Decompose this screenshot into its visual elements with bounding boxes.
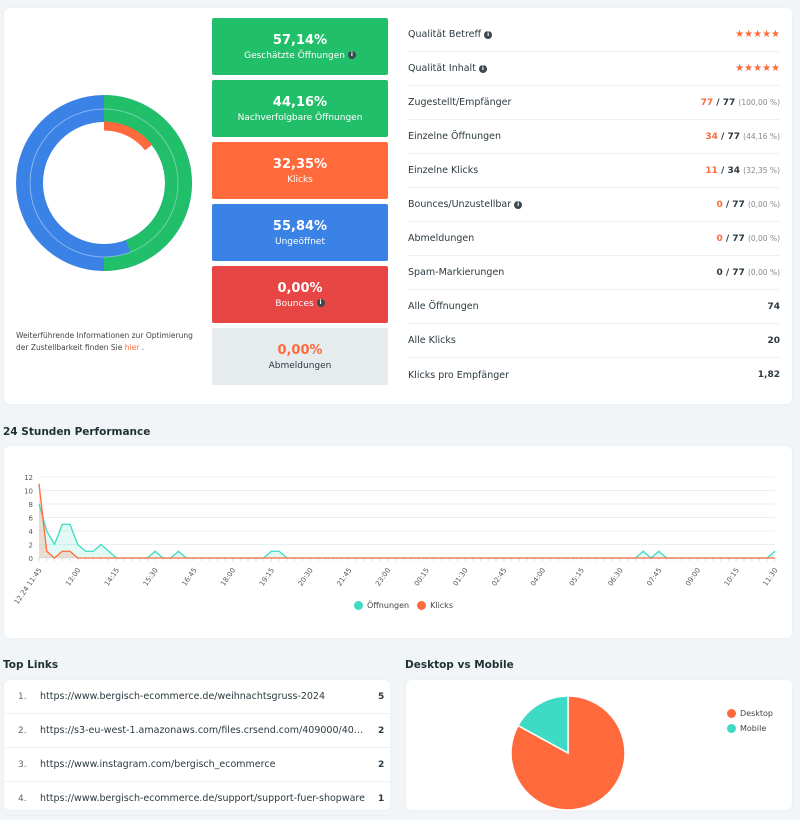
legend-dot	[354, 601, 363, 610]
info-icon[interactable]: i	[514, 201, 522, 209]
x-tick-label: 11:30	[762, 567, 780, 588]
legend-mobile[interactable]: Mobile	[727, 724, 773, 733]
device-pie	[500, 690, 640, 820]
legend-dot	[727, 724, 736, 733]
rating-stars: ★★★★★	[735, 63, 780, 74]
x-tick-label: 19:15	[258, 567, 276, 588]
stat-row: Qualität Betreff i★★★★★	[408, 18, 780, 52]
x-tick-label: 20:30	[297, 567, 315, 588]
metric-box: 57,14% Geschätzte Öffnungen i	[212, 18, 388, 75]
performance-title: 24 Stunden Performance	[3, 426, 150, 438]
x-tick-label: 15:30	[142, 567, 160, 588]
top-links-title: Top Links	[3, 659, 58, 671]
x-tick-label: 09:00	[684, 567, 702, 588]
legend-clicks[interactable]: Klicks	[417, 601, 453, 610]
x-tick-label: 16:45	[180, 567, 198, 588]
x-tick-label: 21:45	[335, 567, 353, 588]
x-tick-label: 06:30	[607, 567, 625, 588]
x-tick-label: 23:00	[374, 567, 392, 588]
series-area	[39, 484, 775, 558]
x-tick-label: 05:15	[568, 567, 586, 588]
device-title: Desktop vs Mobile	[405, 659, 514, 671]
x-tick-label: 01:30	[452, 567, 470, 588]
y-tick-label: 0	[29, 555, 33, 563]
y-tick-label: 6	[29, 515, 34, 523]
x-tick-label: 00:15	[413, 567, 431, 588]
x-tick-label: 14:15	[103, 567, 121, 588]
y-tick-label: 10	[24, 488, 33, 496]
clicks-arc	[47, 126, 161, 240]
link-row[interactable]: 2.https://s3-eu-west-1.amazonaws.com/fil…	[4, 714, 390, 748]
link-row[interactable]: 4.https://www.bergisch-ecommerce.de/supp…	[4, 782, 390, 816]
y-tick-label: 2	[29, 542, 33, 550]
legend-dot	[417, 601, 426, 610]
x-tick-label: 04:00	[529, 567, 547, 588]
info-icon[interactable]: i	[479, 65, 487, 73]
metric-box: 32,35% Klicks	[212, 142, 388, 199]
legend-desktop[interactable]: Desktop	[727, 709, 773, 718]
x-tick-label: 07:45	[645, 567, 663, 588]
rating-stars: ★★★★★	[735, 29, 780, 40]
x-tick-label: 02:45	[490, 567, 508, 588]
y-tick-label: 4	[29, 528, 34, 536]
info-link[interactable]: hier	[125, 343, 140, 352]
stat-row: Qualität Inhalt i★★★★★	[408, 52, 780, 86]
x-tick-label: 13:00	[64, 567, 82, 588]
x-tick-label: 12.24 11:45	[13, 567, 44, 606]
x-tick-label: 10:15	[723, 567, 741, 588]
x-tick-label: 18:00	[219, 567, 237, 588]
y-tick-label: 8	[29, 501, 33, 509]
deliverability-info: Weiterführende Informationen zur Optimie…	[16, 330, 196, 354]
link-row[interactable]: 1.https://www.bergisch-ecommerce.de/weih…	[4, 680, 390, 714]
info-icon[interactable]: i	[317, 299, 325, 307]
legend-opens[interactable]: Öffnungen	[354, 601, 409, 610]
pie-legend: Desktop Mobile	[727, 709, 773, 733]
y-tick-label: 12	[24, 474, 33, 482]
info-icon[interactable]: i	[484, 31, 492, 39]
metric-box: 55,84% Ungeöffnet	[212, 204, 388, 261]
metric-box: 0,00% Bounces i	[212, 266, 388, 323]
metric-box: 0,00% Abmeldungen	[212, 328, 388, 385]
clicks-line	[39, 484, 775, 558]
info-icon[interactable]: i	[348, 51, 356, 59]
link-row[interactable]: 3.https://www.instagram.com/bergisch_eco…	[4, 748, 390, 782]
legend-dot	[727, 709, 736, 718]
chart-legend: Öffnungen Klicks	[354, 601, 453, 610]
delivery-donut	[14, 93, 194, 273]
metric-box: 44,16% Nachverfolgbare Öffnungen	[212, 80, 388, 137]
